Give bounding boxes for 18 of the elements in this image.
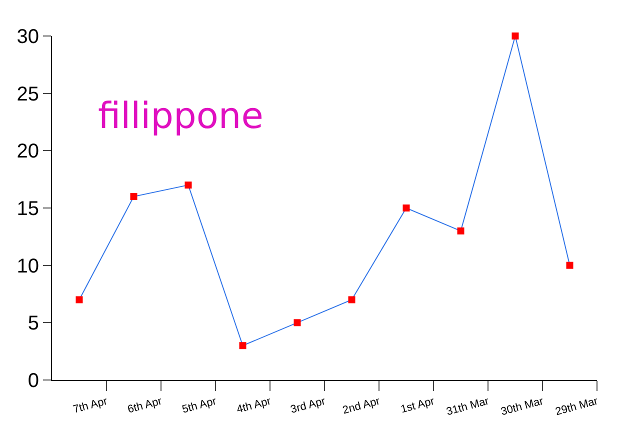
x-tick-label: 6th Apr bbox=[126, 395, 164, 416]
x-tick-label: 30th Mar bbox=[500, 395, 546, 418]
y-tick-label: 10 bbox=[16, 255, 39, 278]
y-tick-label: 20 bbox=[16, 140, 39, 163]
x-tick-label: 3rd Apr bbox=[289, 395, 328, 416]
x-tick-label: 4th Apr bbox=[235, 395, 273, 416]
x-tick-label: 1st Apr bbox=[400, 395, 436, 416]
x-tick-label: 2nd Apr bbox=[341, 395, 382, 417]
y-tick-label: 5 bbox=[28, 312, 39, 335]
x-tick-label: 5th Apr bbox=[180, 395, 218, 416]
y-tick-label: 30 bbox=[16, 26, 39, 48]
y-tick-label: 15 bbox=[16, 198, 39, 220]
x-tick-label: 29th Mar bbox=[554, 395, 600, 418]
annotation: fillippone bbox=[98, 96, 264, 137]
x-tick-label: 31th Mar bbox=[445, 395, 491, 418]
x-tick-label: 7th Apr bbox=[72, 395, 110, 416]
y-tick-label: 0 bbox=[28, 370, 39, 392]
y-tick-label: 25 bbox=[16, 83, 39, 106]
